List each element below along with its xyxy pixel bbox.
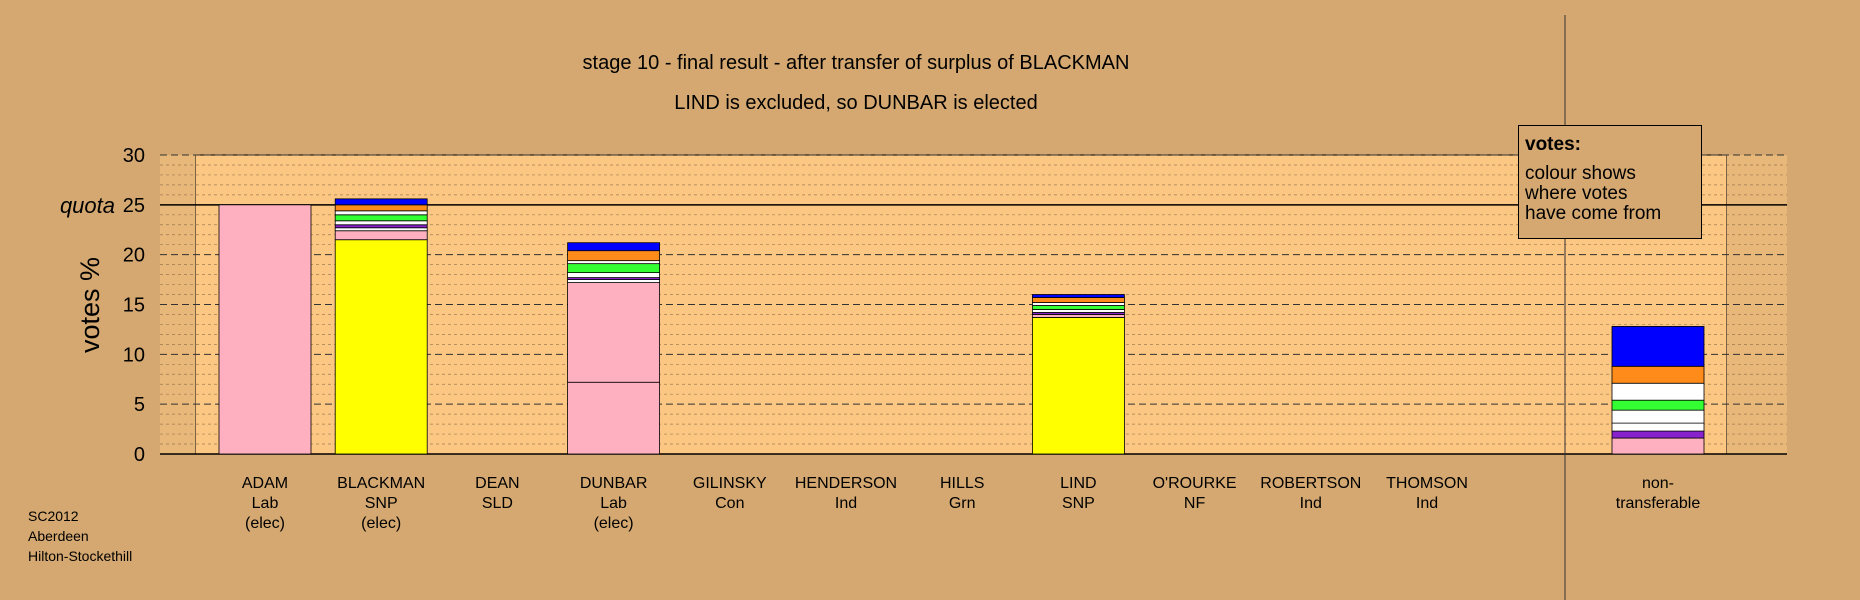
candidate-party: NF xyxy=(1183,495,1206,512)
nontransferable-bar-segment xyxy=(1611,326,1705,367)
candidate-label: HENDERSON Ind xyxy=(786,474,906,514)
candidate-name: DUNBAR xyxy=(579,475,648,492)
candidate-name: BLACKMAN xyxy=(337,475,426,492)
bar-segment xyxy=(1032,305,1125,310)
footer-council: Aberdeen xyxy=(28,528,89,544)
nontransferable-bar-segment xyxy=(1611,422,1705,432)
candidate-name: DEAN xyxy=(475,475,520,492)
candidate-name: O'ROURKE xyxy=(1152,475,1237,492)
bar-segment xyxy=(218,204,312,455)
y-axis-label: votes % xyxy=(75,257,105,353)
candidate-label: DEAN SLD xyxy=(437,474,557,514)
candidate-party: Con xyxy=(715,495,745,512)
bar-segment xyxy=(1032,314,1125,318)
candidate-label: ADAM Lab (elec) xyxy=(205,474,325,534)
bar-segment xyxy=(567,282,660,383)
y-tick-label: 20 xyxy=(123,245,145,267)
candidate-party: SNP xyxy=(364,495,398,512)
legend-line: where votes xyxy=(1525,183,1628,204)
legend-line: colour shows xyxy=(1525,163,1636,184)
footer-ward: Hilton-Stockethill xyxy=(28,548,133,564)
nontransferable-bar-segment xyxy=(1611,382,1705,401)
bar-segment xyxy=(1032,302,1125,306)
bar-segment xyxy=(567,279,660,283)
candidate-name: ROBERTSON xyxy=(1260,475,1362,492)
candidate-status: (elec) xyxy=(593,515,634,532)
bar-segment xyxy=(1032,297,1125,303)
candidate-name: HILLS xyxy=(939,475,985,492)
bar-segment xyxy=(334,198,428,206)
chart-subtitle: LIND is excluded, so DUNBAR is elected xyxy=(674,92,1038,114)
bar-segment xyxy=(334,210,428,216)
bar-segment xyxy=(334,239,428,455)
bar-segment xyxy=(334,204,428,212)
candidate-label: O'ROURKE NF xyxy=(1135,474,1255,514)
nontransferable-bar-segment xyxy=(1611,430,1705,439)
footer-info: SC2012 Aberdeen Hilton-Stockethill xyxy=(28,506,132,566)
bar-segment xyxy=(567,250,660,262)
candidate-status: (elec) xyxy=(361,515,402,532)
candidate-party: Lab xyxy=(600,495,627,512)
y-tick-label: 15 xyxy=(123,295,145,317)
bar-segment xyxy=(334,224,428,229)
candidate-party: Grn xyxy=(948,495,976,512)
bar-segment xyxy=(1032,309,1125,313)
bar-segment xyxy=(334,214,428,222)
candidate-name: LIND xyxy=(1060,475,1097,492)
legend-title: votes: xyxy=(1525,134,1581,155)
candidate-name: HENDERSON xyxy=(794,475,898,492)
bar-segment xyxy=(567,260,660,265)
bar-segment xyxy=(567,242,660,252)
candidate-label: ROBERTSON Ind xyxy=(1251,474,1371,514)
candidate-status: (elec) xyxy=(244,515,285,532)
candidate-party: Ind xyxy=(1415,495,1439,512)
nontransferable-bar-segment xyxy=(1611,399,1705,411)
y-tick-label: 30 xyxy=(123,145,145,167)
candidate-party: Ind xyxy=(834,495,858,512)
candidate-label: BLACKMAN SNP (elec) xyxy=(321,474,441,534)
candidate-party: SLD xyxy=(481,495,513,512)
candidate-party: SNP xyxy=(1061,495,1095,512)
chart-title: stage 10 - final result - after transfer… xyxy=(582,52,1130,74)
bar-segment xyxy=(567,272,660,278)
nontransferable-bar-segment xyxy=(1611,409,1705,424)
bar-segment xyxy=(334,230,428,241)
y-tick-label: 5 xyxy=(134,394,145,416)
nontransferable-label: non-transferable xyxy=(1598,474,1718,514)
y-tick-label: 0 xyxy=(134,444,145,466)
bar-segment xyxy=(334,227,428,232)
legend-line: have come from xyxy=(1525,203,1662,224)
candidate-label: DUNBAR Lab (elec) xyxy=(554,474,674,534)
candidate-label: GILINSKY Con xyxy=(670,474,790,514)
candidate-label: HILLS Grn xyxy=(902,474,1022,514)
y-tick-label: 10 xyxy=(123,344,145,366)
candidate-party: Ind xyxy=(1299,495,1322,512)
candidate-name: THOMSON xyxy=(1386,475,1468,492)
y-tick-label: 25 xyxy=(123,195,145,217)
bar-segment xyxy=(334,220,428,226)
legend-box: votes: colour shows where votes have com… xyxy=(1518,125,1702,239)
footer-election: SC2012 xyxy=(28,508,79,524)
nontransferable-label-line: non- xyxy=(1641,475,1675,492)
candidate-name: ADAM xyxy=(241,475,289,492)
bar-segment xyxy=(567,263,660,274)
candidate-label: LIND SNP xyxy=(1018,474,1138,514)
candidate-party: Lab xyxy=(251,495,279,512)
bar-segment xyxy=(1032,317,1125,455)
quota-label: quota xyxy=(60,193,115,218)
candidate-label: THOMSON Ind xyxy=(1367,474,1487,514)
nontransferable-bar-segment xyxy=(1611,437,1705,455)
nontransferable-bar-segment xyxy=(1611,365,1705,384)
nontransferable-label-line: transferable xyxy=(1615,495,1701,512)
bar-segment xyxy=(1032,294,1125,298)
candidate-name: GILINSKY xyxy=(692,475,767,492)
bar-segment xyxy=(567,381,660,455)
